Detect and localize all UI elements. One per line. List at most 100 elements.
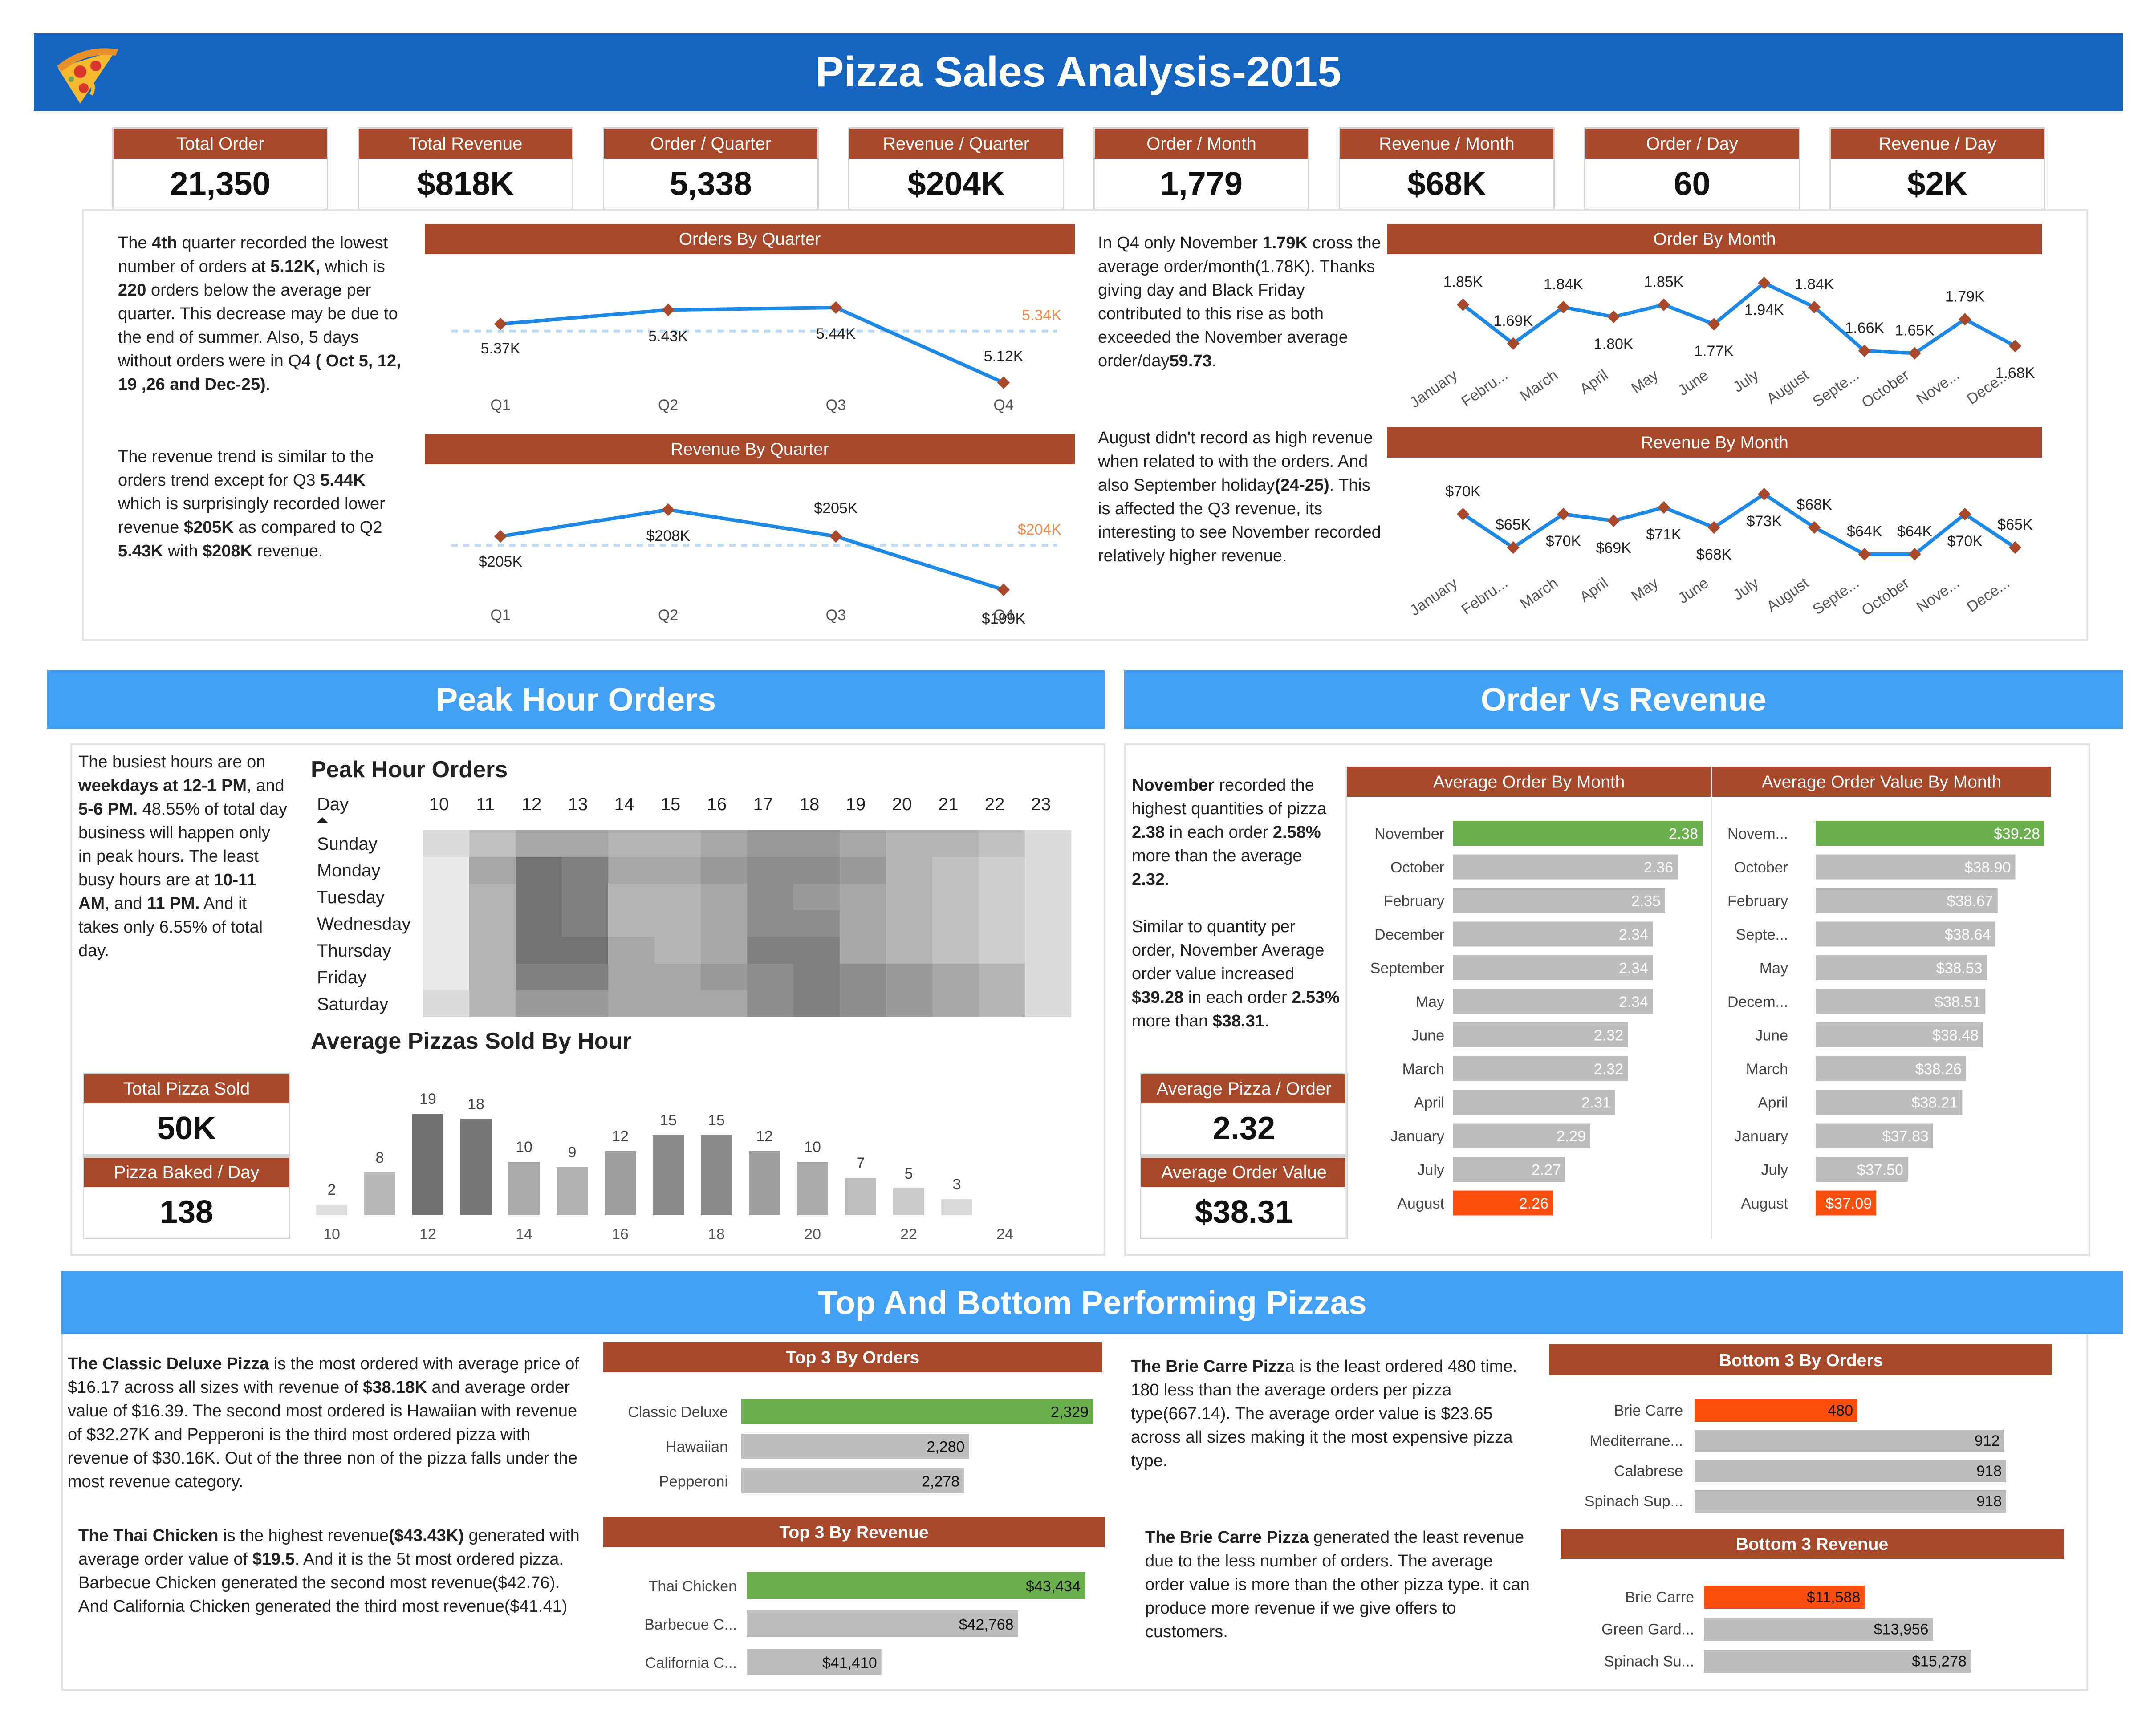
x-tick-label: January <box>1407 366 1461 411</box>
category-label: April <box>1758 1094 1788 1111</box>
data-label: 1.69K <box>1493 312 1533 329</box>
data-point <box>662 503 675 516</box>
data-label: $68K <box>1796 496 1832 513</box>
bar-value-label: $38.51 <box>1935 994 1981 1010</box>
top3-orders-chart: Top 3 By Orders Classic Deluxe 2,329 Hawaii… <box>603 1342 1102 1493</box>
x-tick-label: Q3 <box>826 397 846 414</box>
x-tick-label: 12 <box>419 1226 436 1243</box>
pizza-baked-day-label: Pizza Baked / Day <box>84 1158 289 1187</box>
bar-value-label: 10 <box>516 1139 532 1156</box>
heatmap-title: Peak Hour Orders <box>311 757 508 783</box>
heatmap-cell <box>562 857 608 884</box>
data-point <box>1507 337 1520 350</box>
kpi-card: Order / Day 60 <box>1584 127 1800 210</box>
bar-value-label: $11,588 <box>1807 1589 1860 1606</box>
bar <box>1816 1123 1933 1148</box>
bar-value-label: 12 <box>756 1128 773 1145</box>
bar-value-label: 8 <box>376 1149 384 1166</box>
heatmap-cell <box>562 990 608 1017</box>
data-point <box>997 376 1010 389</box>
bar-value-label: $38.48 <box>1932 1027 1979 1044</box>
heatmap-cell <box>840 937 886 964</box>
category-label: February <box>1727 892 1788 909</box>
quarter-revenue-note: The revenue trend is similar to the orde… <box>118 447 385 560</box>
category-label: June <box>1755 1027 1788 1044</box>
kpi-value: $204K <box>907 165 1005 202</box>
heatmap-cell <box>747 937 793 964</box>
heatmap-cell <box>886 830 932 857</box>
heatmap-cell <box>608 964 654 990</box>
data-point <box>1456 507 1470 521</box>
category-label: Thai Chicken <box>649 1578 737 1595</box>
data-point <box>1657 501 1670 514</box>
category-label: Pepperoni <box>659 1473 728 1490</box>
data-label: $64K <box>1847 523 1882 540</box>
data-label: $205K <box>479 553 523 570</box>
x-tick-label: March <box>1517 574 1561 612</box>
month-revenue-note: August didn't record as high revenue whe… <box>1098 429 1381 565</box>
hour-bar <box>316 1205 347 1215</box>
kpi-value: $818K <box>417 165 514 202</box>
heatmap-cell <box>423 857 469 884</box>
bar-value-label: $37.83 <box>1882 1128 1929 1145</box>
data-point <box>1507 541 1520 554</box>
bar-value-label: $38.21 <box>1911 1094 1958 1111</box>
heatmap-cell <box>562 830 608 857</box>
hour-header: 19 <box>846 795 866 814</box>
bar-value-label: 5 <box>905 1165 913 1182</box>
series-line <box>500 508 1004 592</box>
bar-value-label: 918 <box>1976 1493 2002 1510</box>
heatmap-cell <box>840 990 886 1017</box>
kpi-card: Revenue / Month $68K <box>1339 127 1555 210</box>
heatmap-cell <box>1025 990 1071 1017</box>
bar <box>1453 888 1665 913</box>
bar-value-label: 2.27 <box>1532 1161 1561 1178</box>
bar <box>1816 1022 1983 1047</box>
category-label: Classic Deluxe <box>628 1403 728 1420</box>
heatmap-cell <box>747 857 793 884</box>
heatmap-cell <box>1025 964 1071 990</box>
data-label: $205K <box>814 500 858 517</box>
bar <box>747 1649 882 1675</box>
peak-hour-note: The busiest hours are on weekdays at 12-… <box>78 753 287 960</box>
bar <box>1453 989 1653 1014</box>
avg-pizza-per-order-value: 2.32 <box>1212 1111 1276 1146</box>
bar-value-label: 7 <box>857 1155 865 1172</box>
order-vs-revenue-banner: Order Vs Revenue <box>1124 670 2123 729</box>
bar <box>1453 1022 1628 1047</box>
x-tick-label: Nove... <box>1914 366 1963 408</box>
category-label: February <box>1384 892 1444 909</box>
heatmap-cell <box>979 857 1025 884</box>
x-tick-label: April <box>1577 366 1611 397</box>
heatmap-cell <box>469 857 516 884</box>
chart-title: Orders By Quarter <box>679 230 821 249</box>
heatmap-cell <box>562 910 608 937</box>
heatmap-cell <box>516 990 562 1017</box>
data-label: 1.84K <box>1544 276 1583 293</box>
category-label: July <box>1761 1161 1788 1178</box>
x-tick-label: October <box>1858 574 1912 619</box>
data-label: 1.79K <box>1945 288 1985 305</box>
peak-hour-banner: Peak Hour Orders <box>47 670 1105 729</box>
category-label: July <box>1418 1161 1444 1178</box>
heatmap-cell <box>932 857 979 884</box>
data-label: 5.44K <box>816 325 856 342</box>
heatmap-cell <box>979 937 1025 964</box>
day-label: Wednesday <box>317 914 411 934</box>
heatmap-cell <box>701 964 747 990</box>
x-tick-label: June <box>1675 366 1711 399</box>
heatmap-cell <box>886 937 932 964</box>
data-point <box>2008 340 2022 353</box>
x-tick-label: Dece... <box>1964 366 2013 408</box>
data-point <box>662 304 675 316</box>
bar-value-label: $39.28 <box>1994 825 2040 842</box>
data-label: $70K <box>1546 533 1581 550</box>
peak-hour-heatmap: Peak Hour Orders Day 10 11 12 13 14 15 16 17 18 19 2… <box>311 757 1071 1017</box>
row-header-label: Day <box>317 795 349 814</box>
data-label: 5.43K <box>648 328 688 345</box>
bar-value-label: 2.26 <box>1519 1195 1548 1212</box>
x-tick-label: Nove... <box>1914 574 1963 616</box>
data-point <box>1858 548 1871 561</box>
chart-title-bar <box>1712 767 2051 797</box>
bar-value-label: $37.09 <box>1825 1195 1872 1212</box>
